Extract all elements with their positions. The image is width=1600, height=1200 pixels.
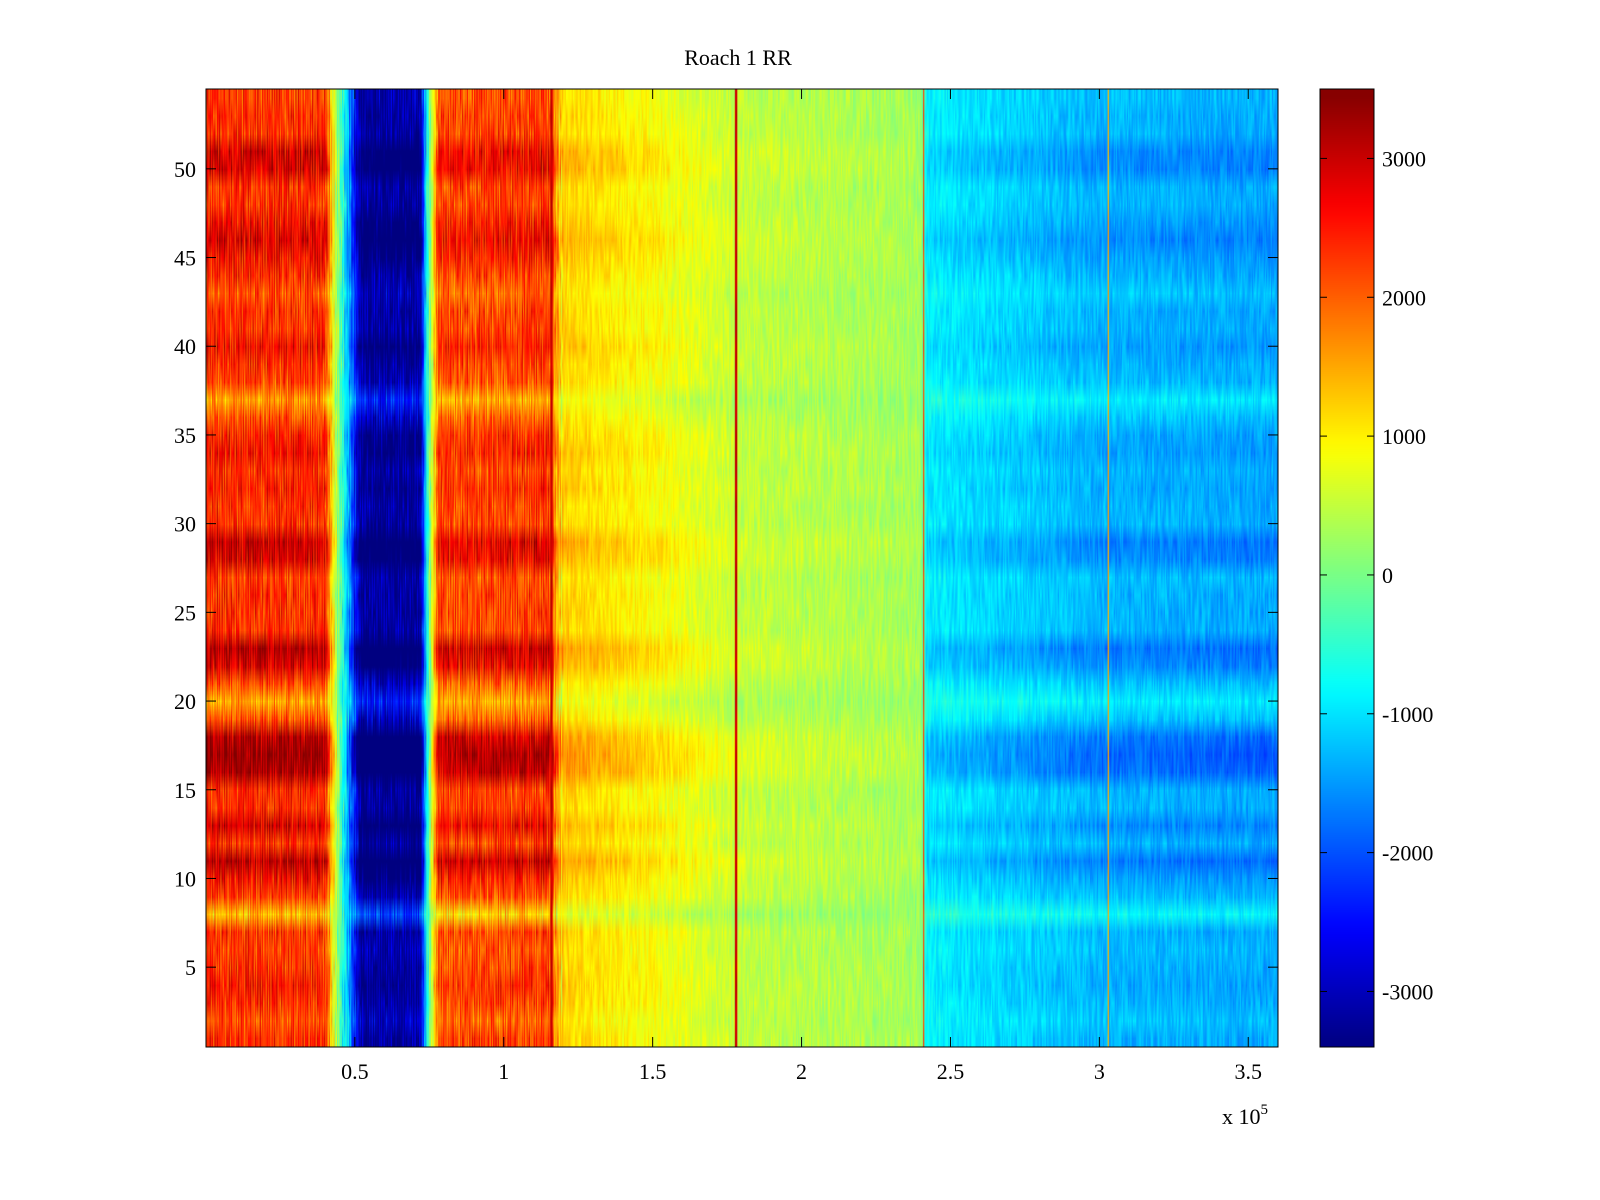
x-multiplier-exponent: 5 <box>1261 1102 1269 1118</box>
x-tick-label: 3 <box>1094 1059 1105 1084</box>
plot-frame <box>205 88 1279 1048</box>
colorbar-ticks: -3000 -2000 -1000 0 1000 2000 3000 <box>1320 146 1433 1004</box>
colorbar-tick-label: -3000 <box>1382 979 1433 1004</box>
plot-area <box>205 88 1279 1048</box>
x-multiplier-base: x 10 <box>1222 1104 1261 1129</box>
x-multiplier-label: x 105 <box>1222 1102 1268 1129</box>
y-tick-label: 35 <box>174 423 196 448</box>
colorbar-image <box>1320 89 1374 1047</box>
y-tick-label: 50 <box>174 157 196 182</box>
colorbar-tick-label: 1000 <box>1382 424 1426 449</box>
x-tick-label: 0.5 <box>341 1059 369 1084</box>
colorbar-frame <box>1319 88 1375 1048</box>
x-tick-label: 1 <box>498 1059 509 1084</box>
x-tick-label: 3.5 <box>1234 1059 1262 1084</box>
x-tick-label: 2.5 <box>937 1059 965 1084</box>
y-tick-label: 25 <box>174 600 196 625</box>
y-tick-label: 5 <box>185 955 196 980</box>
colorbar-tick-label: 3000 <box>1382 146 1426 171</box>
y-tick-label: 10 <box>174 866 196 891</box>
y-tick-label: 20 <box>174 689 196 714</box>
y-axis: 5 10 15 20 25 30 35 40 45 50 <box>174 157 1278 980</box>
heatmap-image <box>206 89 1278 1047</box>
colorbar-tick-label: -1000 <box>1382 702 1433 727</box>
x-axis: 0.5 1 1.5 2 2.5 3 3.5 <box>341 89 1262 1084</box>
colorbar: -3000 -2000 -1000 0 1000 2000 3000 <box>1319 88 1433 1048</box>
y-tick-label: 30 <box>174 512 196 537</box>
y-tick-label: 40 <box>174 334 196 359</box>
x-tick-label: 2 <box>796 1059 807 1084</box>
colorbar-tick-label: -2000 <box>1382 841 1433 866</box>
colorbar-tick-label: 0 <box>1382 563 1393 588</box>
x-tick-label: 1.5 <box>639 1059 667 1084</box>
chart-title: Roach 1 RR <box>684 45 792 70</box>
y-tick-label: 45 <box>174 246 196 271</box>
y-tick-label: 15 <box>174 778 196 803</box>
colorbar-tick-label: 2000 <box>1382 285 1426 310</box>
